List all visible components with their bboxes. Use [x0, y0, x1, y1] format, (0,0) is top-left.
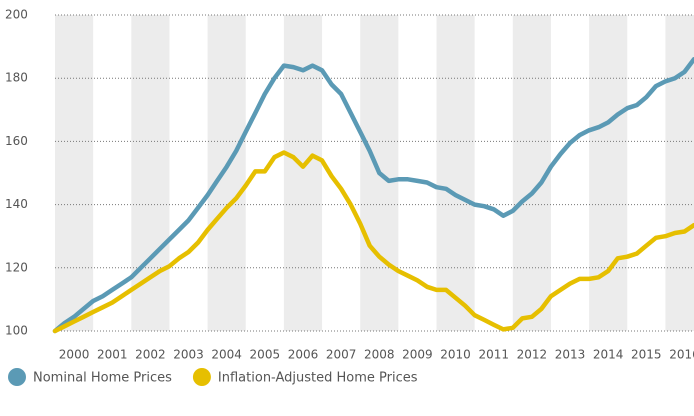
- x-tick-label: 2003: [173, 348, 204, 362]
- x-tick-label: 2016: [669, 348, 694, 362]
- year-band: [207, 15, 246, 331]
- x-tick-label: 2010: [440, 348, 471, 362]
- y-tick-label: 180: [5, 71, 28, 85]
- x-tick-label: 2006: [288, 348, 319, 362]
- year-band: [589, 15, 628, 331]
- series-line: [52, 150, 694, 334]
- x-tick-label: 2012: [517, 348, 548, 362]
- x-tick-label: 2011: [478, 348, 509, 362]
- year-band: [436, 15, 475, 331]
- series-line: [52, 56, 694, 334]
- y-tick-label: 100: [5, 324, 28, 338]
- year-band: [283, 15, 323, 331]
- x-tick-label: 2007: [326, 348, 357, 362]
- y-tick-label: 140: [5, 197, 28, 211]
- y-tick-label: 160: [5, 134, 28, 148]
- y-tick-label: 200: [5, 8, 28, 22]
- x-tick-label: 2009: [402, 348, 433, 362]
- x-tick-label: 2005: [250, 348, 281, 362]
- year-band: [55, 15, 94, 331]
- x-tick-label: 2004: [211, 348, 242, 362]
- x-tick-label: 2013: [555, 348, 586, 362]
- x-tick-label: 2015: [631, 348, 662, 362]
- x-tick-label: 2008: [364, 348, 395, 362]
- x-tick-label: 2000: [59, 348, 90, 362]
- legend-label: Nominal Home Prices: [33, 371, 172, 386]
- x-tick-label: 2014: [593, 348, 624, 362]
- legend-label: Inflation-Adjusted Home Prices: [218, 371, 418, 386]
- x-tick-label: 2002: [135, 348, 166, 362]
- x-tick-label: 2001: [97, 348, 128, 362]
- legend-swatch: [192, 368, 211, 386]
- y-tick-label: 120: [5, 260, 28, 274]
- legend-swatch: [8, 368, 26, 386]
